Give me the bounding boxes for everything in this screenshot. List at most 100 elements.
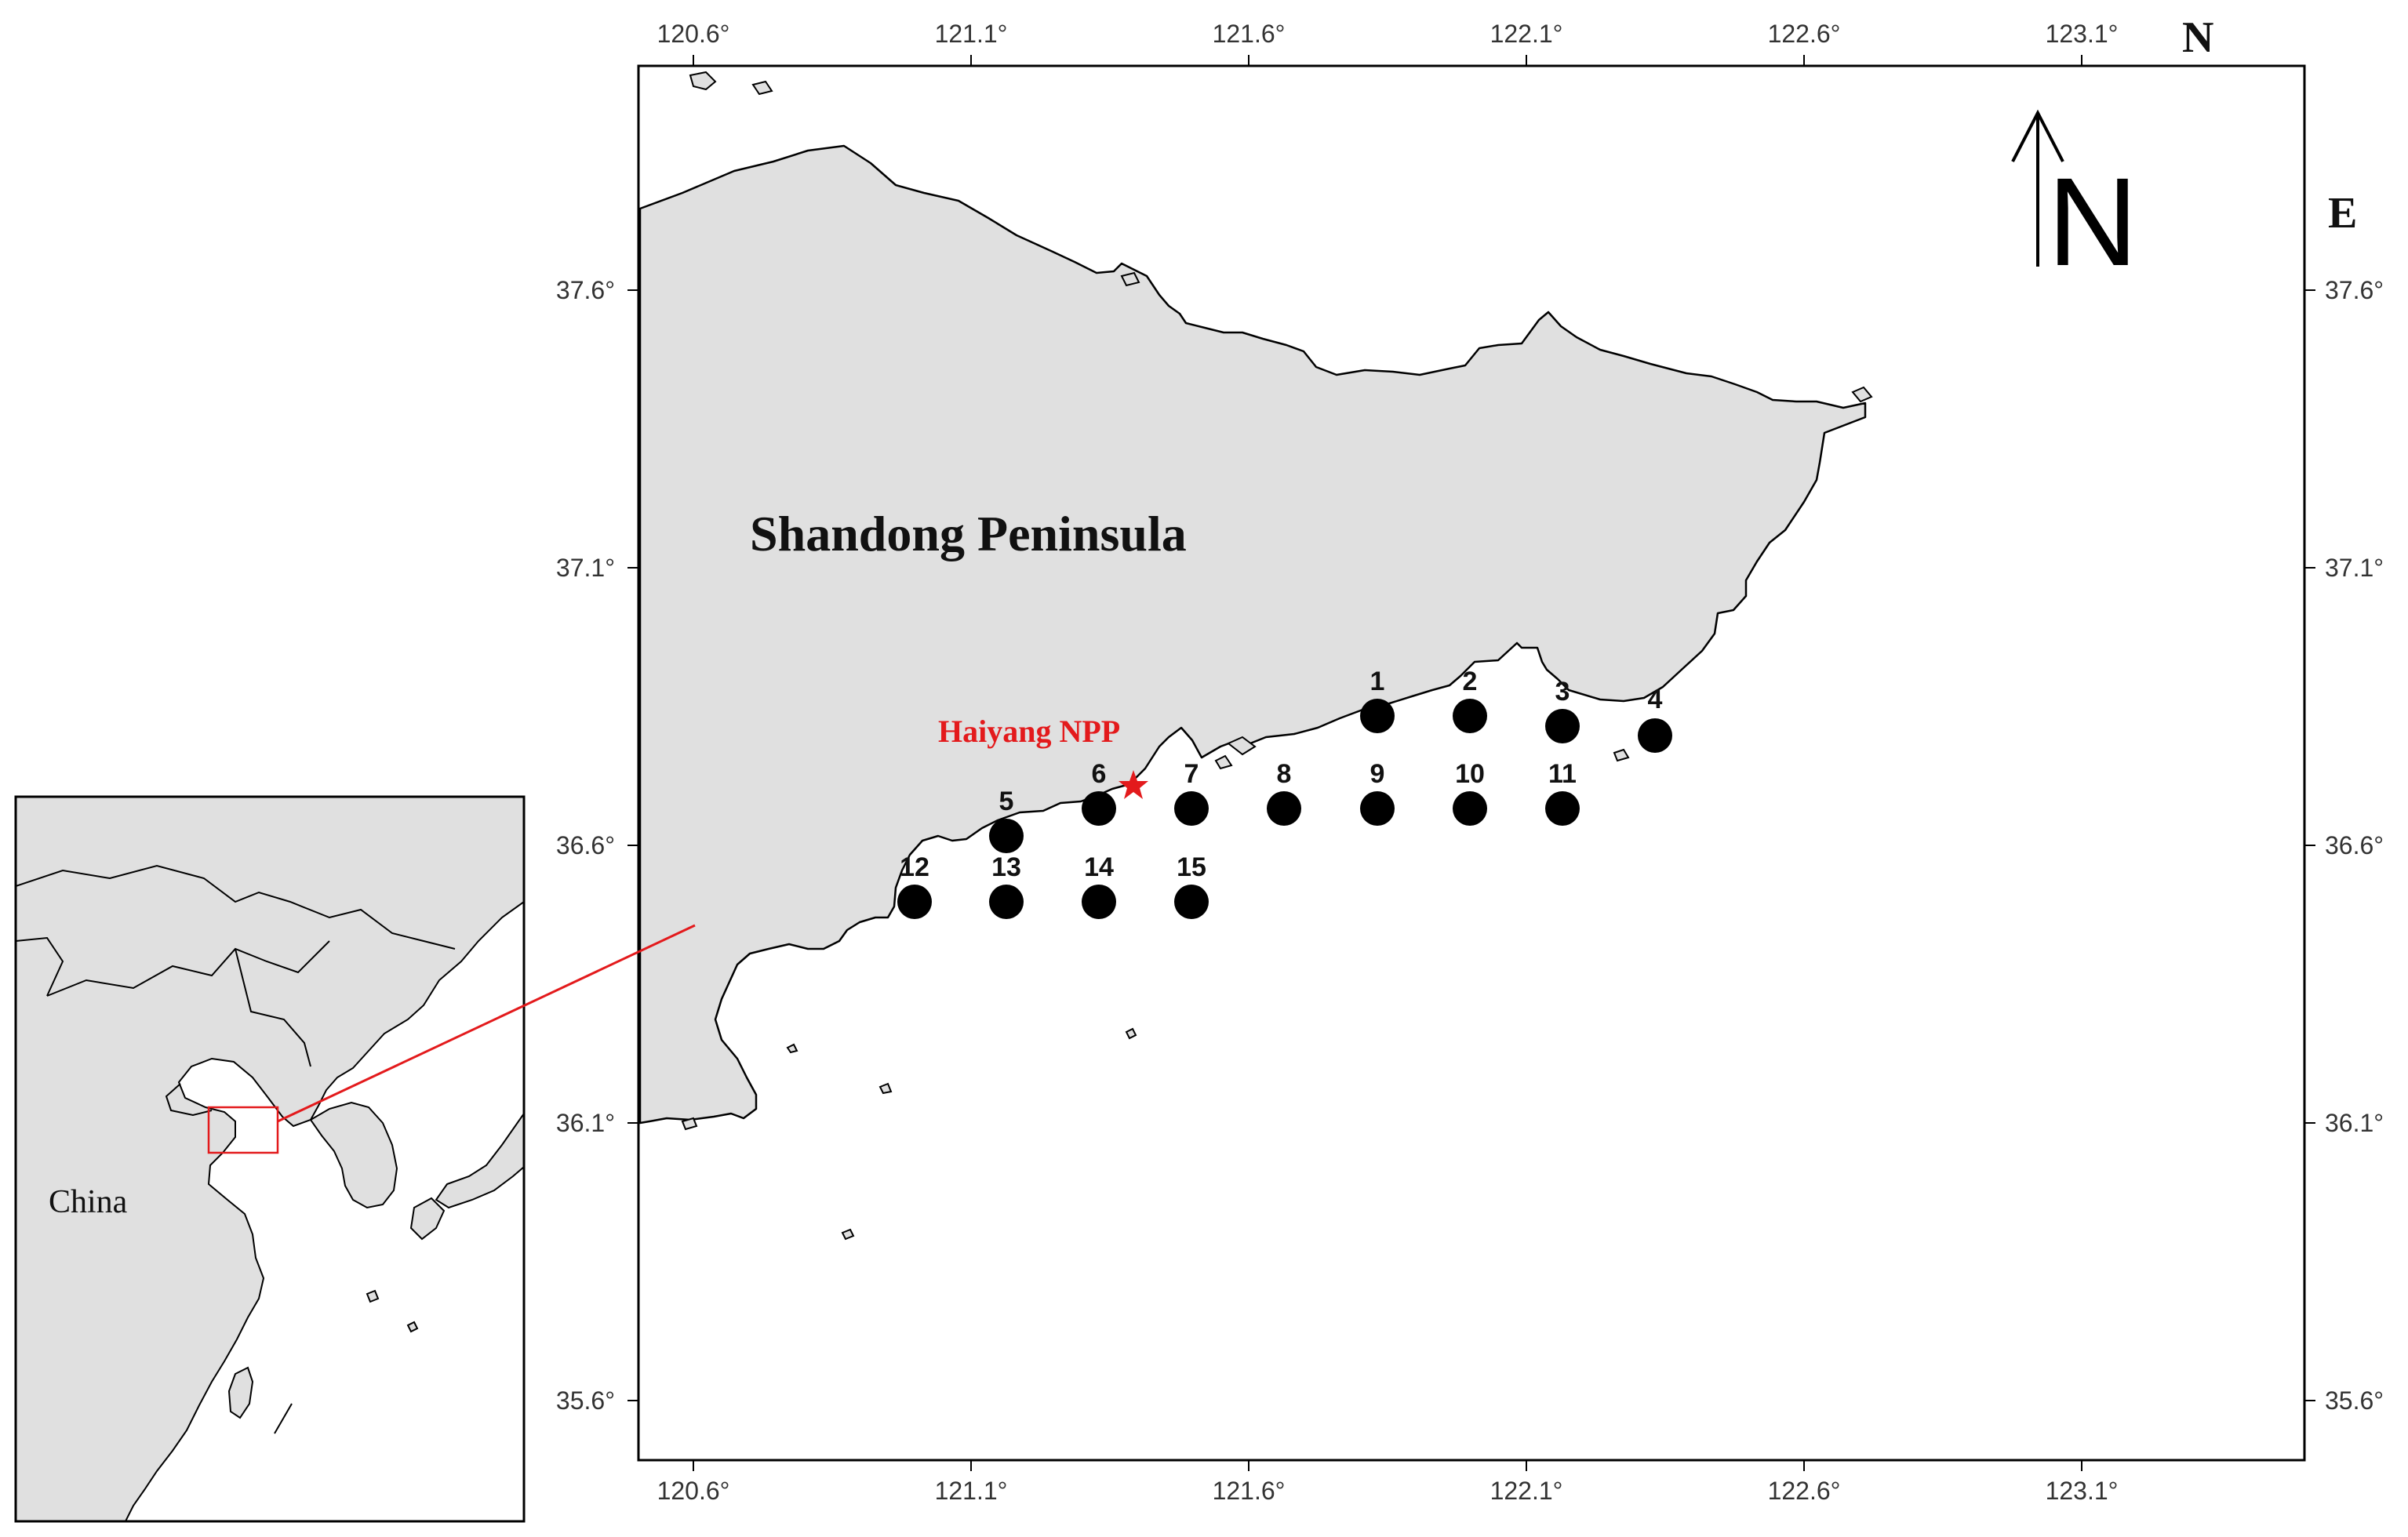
station-13: 13: [989, 852, 1024, 919]
station-marker: [989, 819, 1024, 853]
station-marker: [897, 885, 932, 919]
island: [681, 1117, 698, 1131]
island: [751, 80, 773, 96]
station-marker: [1082, 791, 1116, 826]
station-marker: [1174, 885, 1209, 919]
north-arrow-head: [2011, 109, 2064, 162]
lat-labels-right: 37.6° 37.1° 36.6° 36.1° 35.6°: [2325, 276, 2384, 1415]
lat-label: 35.6°: [2325, 1386, 2384, 1415]
inset-border: [16, 936, 64, 997]
station-label: 15: [1177, 852, 1206, 882]
station-14: 14: [1082, 852, 1116, 919]
lon-label: 121.6°: [1213, 1477, 1286, 1505]
station-marker: [1453, 699, 1487, 733]
inset-island: [406, 1321, 419, 1333]
lon-ticks: [693, 55, 2082, 1471]
inset-land: [409, 1197, 446, 1241]
inset-land: [16, 797, 524, 1521]
station-marker: [1267, 791, 1301, 826]
plant-label: Haiyang NPP: [938, 714, 1120, 749]
region-label: Shandong Peninsula: [750, 506, 1187, 561]
island: [1120, 271, 1140, 287]
station-6: 6: [1082, 759, 1116, 826]
station-label: 5: [999, 787, 1014, 816]
station-11: 11: [1545, 759, 1580, 826]
station-marker: [1174, 791, 1209, 826]
station-marker: [1360, 791, 1395, 826]
station-label: 12: [900, 852, 929, 882]
island: [878, 1082, 893, 1095]
island: [786, 1043, 798, 1054]
station-label: 7: [1184, 759, 1199, 789]
main-map: 120.6° 121.1° 121.6° 122.1° 122.6° 123.1…: [556, 13, 2384, 1505]
lon-label: 122.6°: [1768, 20, 1841, 48]
lat-label: 35.6°: [556, 1386, 615, 1415]
station-4: 4: [1638, 685, 1672, 753]
inset-border: [46, 940, 330, 997]
station-2: 2: [1453, 667, 1487, 733]
station-label: 3: [1555, 677, 1570, 707]
island: [1214, 754, 1233, 770]
lat-labels-left: 37.6° 37.1° 36.6° 36.1° 35.6°: [556, 276, 615, 1415]
lon-label: 121.6°: [1213, 20, 1286, 48]
corner-label-north: N: [2182, 13, 2213, 62]
station-marker: [1453, 791, 1487, 826]
star-icon: [1119, 770, 1148, 799]
lon-label: 121.1°: [935, 20, 1008, 48]
lat-label: 36.1°: [556, 1109, 615, 1137]
inset-coast: [165, 1083, 213, 1117]
lon-labels-bottom: 120.6° 121.1° 121.6° 122.1° 122.6° 123.1…: [657, 1477, 2119, 1505]
island: [841, 1228, 855, 1241]
inset-island: [366, 1289, 380, 1303]
inset-island: [274, 1403, 293, 1434]
station-marker: [1082, 885, 1116, 919]
lon-label: 123.1°: [2046, 1477, 2119, 1505]
station-label: 6: [1092, 759, 1107, 789]
sampling-stations: 1 2 3 4 5 6 7: [897, 667, 1672, 919]
station-label: 4: [1648, 685, 1663, 714]
station-10: 10: [1453, 759, 1487, 826]
station-label: 11: [1548, 759, 1577, 789]
lat-label: 37.6°: [2325, 276, 2384, 304]
inset-border: [16, 864, 456, 950]
station-marker: [1638, 718, 1672, 753]
island: [689, 71, 717, 91]
lon-label: 120.6°: [657, 20, 730, 48]
north-arrow: N: [2011, 109, 2138, 292]
lon-labels-top: 120.6° 121.1° 121.6° 122.1° 122.6° 123.1…: [657, 20, 2119, 48]
inset-frame: [14, 795, 526, 1523]
corner-label-east: E: [2328, 189, 2357, 238]
station-3: 3: [1545, 677, 1580, 743]
station-9: 9: [1360, 759, 1395, 826]
station-7: 7: [1174, 759, 1209, 826]
station-12: 12: [897, 852, 932, 919]
station-label: 14: [1084, 852, 1114, 882]
lon-label: 123.1°: [2046, 20, 2119, 48]
island: [1851, 386, 1873, 403]
lat-ticks: [627, 289, 2315, 1401]
station-marker: [1545, 791, 1580, 826]
lon-label: 120.6°: [657, 1477, 730, 1505]
lat-label: 37.1°: [556, 554, 615, 582]
leader-line: [277, 924, 696, 1123]
station-marker: [1360, 699, 1395, 733]
lat-label: 36.6°: [556, 831, 615, 859]
study-area-box: [207, 1106, 279, 1154]
station-label: 1: [1370, 667, 1385, 696]
station-marker: [989, 885, 1024, 919]
station-label: 13: [991, 852, 1021, 882]
lat-label: 36.6°: [2325, 831, 2384, 859]
station-label: 8: [1277, 759, 1292, 789]
inset-land: [309, 1101, 398, 1209]
islands: [681, 71, 1873, 1241]
lon-label: 122.6°: [1768, 1477, 1841, 1505]
lon-label: 121.1°: [935, 1477, 1008, 1505]
island: [1125, 1027, 1137, 1040]
inset-land: [435, 1112, 524, 1209]
shandong-land: [638, 144, 1867, 1125]
station-marker: [1545, 709, 1580, 743]
station-label: 10: [1455, 759, 1485, 789]
lat-label: 36.1°: [2325, 1109, 2384, 1137]
station-15: 15: [1174, 852, 1209, 919]
